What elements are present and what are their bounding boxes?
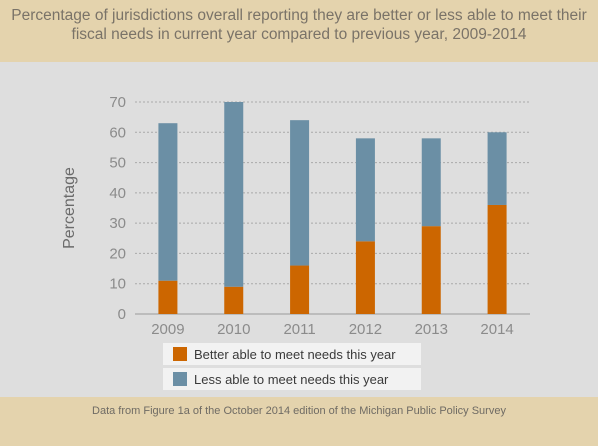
bar-less-2013 — [421, 138, 441, 227]
y-tick-label: 20 — [109, 245, 126, 262]
bar-chart: 0 10 20 30 40 50 60 70 Percentage 2009 2010 2011 201… — [61, 94, 530, 390]
legend-label: Less able to meet needs this year — [194, 372, 389, 387]
bar-less-2014 — [487, 132, 507, 205]
y-tick-label: 60 — [109, 124, 126, 141]
y-tick-label: 70 — [109, 94, 126, 111]
bar-better-2014 — [487, 204, 507, 314]
x-tick-label: 2014 — [480, 321, 513, 338]
x-tick-label: 2011 — [283, 321, 315, 338]
y-tick-label: 10 — [109, 276, 126, 293]
bar-less-2011 — [290, 120, 310, 266]
y-tick-label: 50 — [109, 155, 126, 172]
bar-better-2009 — [158, 280, 178, 314]
legend-item-bg — [163, 368, 421, 390]
x-tick-label: 2012 — [349, 321, 382, 338]
x-tick-label: 2009 — [151, 321, 184, 338]
chart-panel: 0 10 20 30 40 50 60 70 Percentage 2009 2010 2011 201… — [0, 62, 598, 397]
bar-less-2012 — [355, 138, 375, 242]
legend-label: Better able to meet needs this year — [194, 347, 396, 362]
header-band: Percentage of jurisdictions overall repo… — [0, 0, 598, 62]
x-tick-label: 2013 — [415, 321, 448, 338]
bar-better-2012 — [355, 241, 375, 314]
y-tick-label: 40 — [109, 185, 126, 202]
footer-band: Data from Figure 1a of the October 2014 … — [0, 397, 598, 446]
source-note: Data from Figure 1a of the October 2014 … — [92, 405, 506, 417]
bar-less-2009 — [158, 123, 178, 281]
bar-better-2013 — [421, 226, 441, 314]
legend-swatch — [173, 372, 187, 386]
x-tick-label: 2010 — [217, 321, 250, 338]
y-tick-label: 0 — [118, 306, 126, 323]
legend-item-bg — [163, 343, 421, 365]
bar-better-2010 — [224, 286, 244, 314]
bar-better-2011 — [290, 265, 310, 314]
y-axis-label: Percentage — [61, 167, 78, 249]
y-tick-label: 30 — [109, 215, 126, 232]
chart-title: Percentage of jurisdictions overall repo… — [11, 7, 587, 43]
bar-less-2010 — [224, 102, 244, 287]
legend-swatch — [173, 347, 187, 361]
